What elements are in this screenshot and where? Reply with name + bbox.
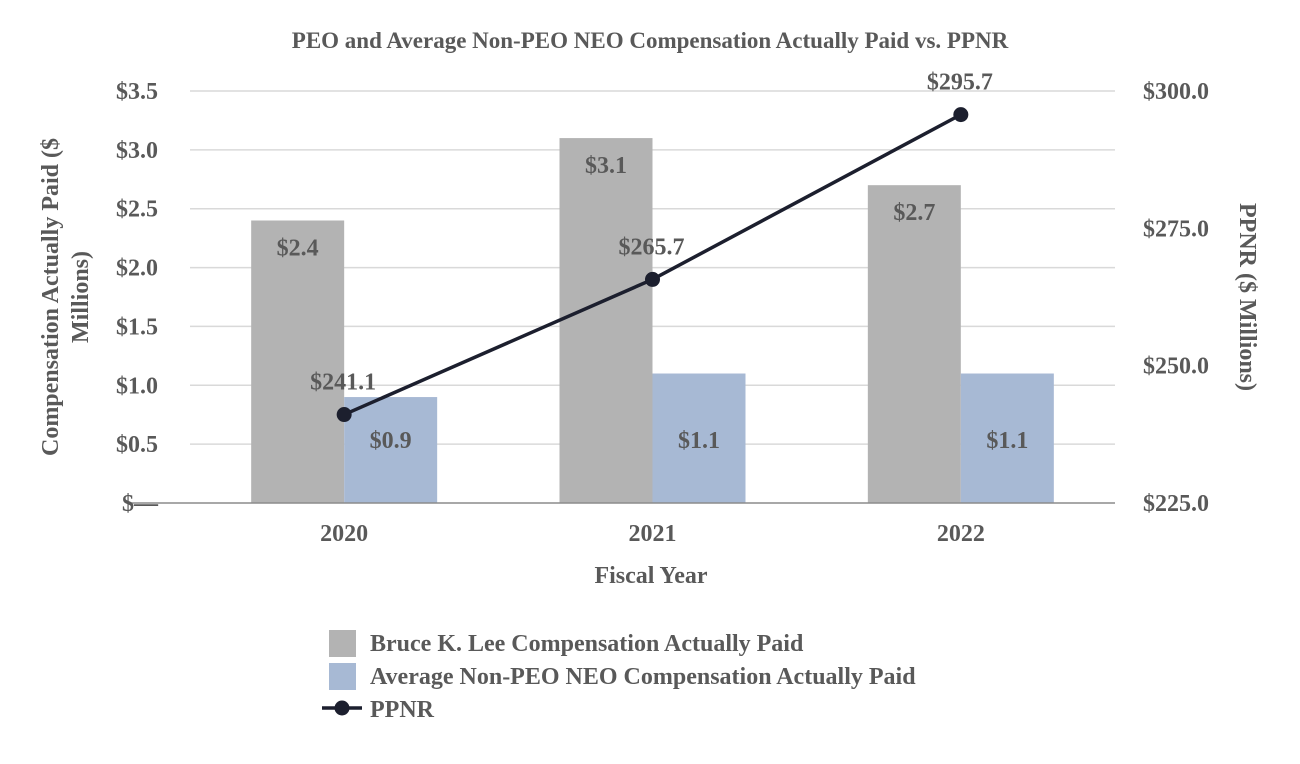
legend-swatch-ppnr-marker bbox=[334, 700, 350, 716]
x-tick-label: 2020 bbox=[320, 521, 368, 547]
x-tick-label: 2021 bbox=[629, 521, 677, 547]
y2-tick-label: $275.0 bbox=[1143, 216, 1209, 242]
y-axis-title-line: Millions) bbox=[68, 251, 94, 343]
y2-tick-label: $225.0 bbox=[1143, 491, 1209, 517]
y-tick-label: $0.5 bbox=[116, 432, 158, 458]
legend: Bruce K. Lee Compensation Actually Paid A… bbox=[322, 630, 916, 723]
legend-label: PPNR bbox=[370, 697, 435, 723]
y2-tick-label: $250.0 bbox=[1143, 354, 1209, 380]
bar-peo bbox=[559, 138, 653, 504]
x-tick-label: 2022 bbox=[937, 521, 985, 547]
y-tick-label: $— bbox=[122, 491, 159, 517]
bar-non-peo bbox=[960, 373, 1054, 503]
y-tick-label: $2.0 bbox=[116, 256, 158, 282]
data-labels: $2.4 $0.9 $3.1 $1.1 $2.7 $1.1 $241.1 $265.7 $295… bbox=[277, 70, 1029, 454]
legend-label: Average Non-PEO NEO Compensation Actuall… bbox=[370, 664, 916, 690]
y-axis-title: Compensation Actually Paid ($ Millions) bbox=[38, 138, 94, 456]
y-tick-label: $2.5 bbox=[116, 197, 158, 223]
bar-non-peo bbox=[344, 397, 438, 503]
data-label-peo: $2.4 bbox=[277, 235, 319, 261]
data-label-non-peo: $1.1 bbox=[678, 428, 720, 454]
bar-peo bbox=[251, 220, 345, 503]
chart-title: PEO and Average Non-PEO NEO Compensation… bbox=[292, 28, 1009, 53]
data-label-non-peo: $1.1 bbox=[986, 428, 1028, 454]
y2-axis-ticks: $225.0 $250.0 $275.0 $300.0 bbox=[1143, 79, 1209, 517]
y-tick-label: $3.0 bbox=[116, 138, 158, 164]
data-label-ppnr: $295.7 bbox=[927, 70, 993, 96]
data-label-peo: $3.1 bbox=[585, 153, 627, 179]
ppnr-line-series bbox=[336, 107, 969, 423]
legend-swatch-peo bbox=[329, 630, 356, 657]
bar-peo bbox=[867, 185, 961, 503]
bar-non-peo bbox=[652, 373, 746, 503]
y-axis-title-line: Compensation Actually Paid ($ bbox=[38, 138, 64, 456]
legend-swatch-non-peo bbox=[329, 663, 356, 690]
ppnr-point bbox=[645, 271, 660, 287]
legend-label: Bruce K. Lee Compensation Actually Paid bbox=[370, 631, 804, 657]
ppnr-point bbox=[953, 107, 969, 123]
data-label-ppnr: $241.1 bbox=[310, 370, 376, 396]
y-tick-label: $1.5 bbox=[116, 314, 158, 340]
bars bbox=[251, 138, 1054, 504]
y-tick-label: $3.5 bbox=[116, 79, 158, 105]
y-tick-label: $1.0 bbox=[116, 373, 158, 399]
y2-axis-title: PPNR ($ Millions) bbox=[1234, 203, 1260, 391]
ppnr-point bbox=[336, 407, 352, 423]
x-axis-title: Fiscal Year bbox=[594, 563, 707, 589]
y2-tick-label: $300.0 bbox=[1143, 79, 1209, 105]
data-label-peo: $2.7 bbox=[893, 200, 935, 226]
data-label-non-peo: $0.9 bbox=[370, 428, 412, 454]
data-label-ppnr: $265.7 bbox=[619, 234, 685, 260]
y-axis-ticks: $— $0.5 $1.0 $1.5 $2.0 $2.5 $3.0 $3.5 bbox=[116, 79, 159, 517]
x-axis-ticks: 2020 2021 2022 bbox=[320, 521, 985, 547]
